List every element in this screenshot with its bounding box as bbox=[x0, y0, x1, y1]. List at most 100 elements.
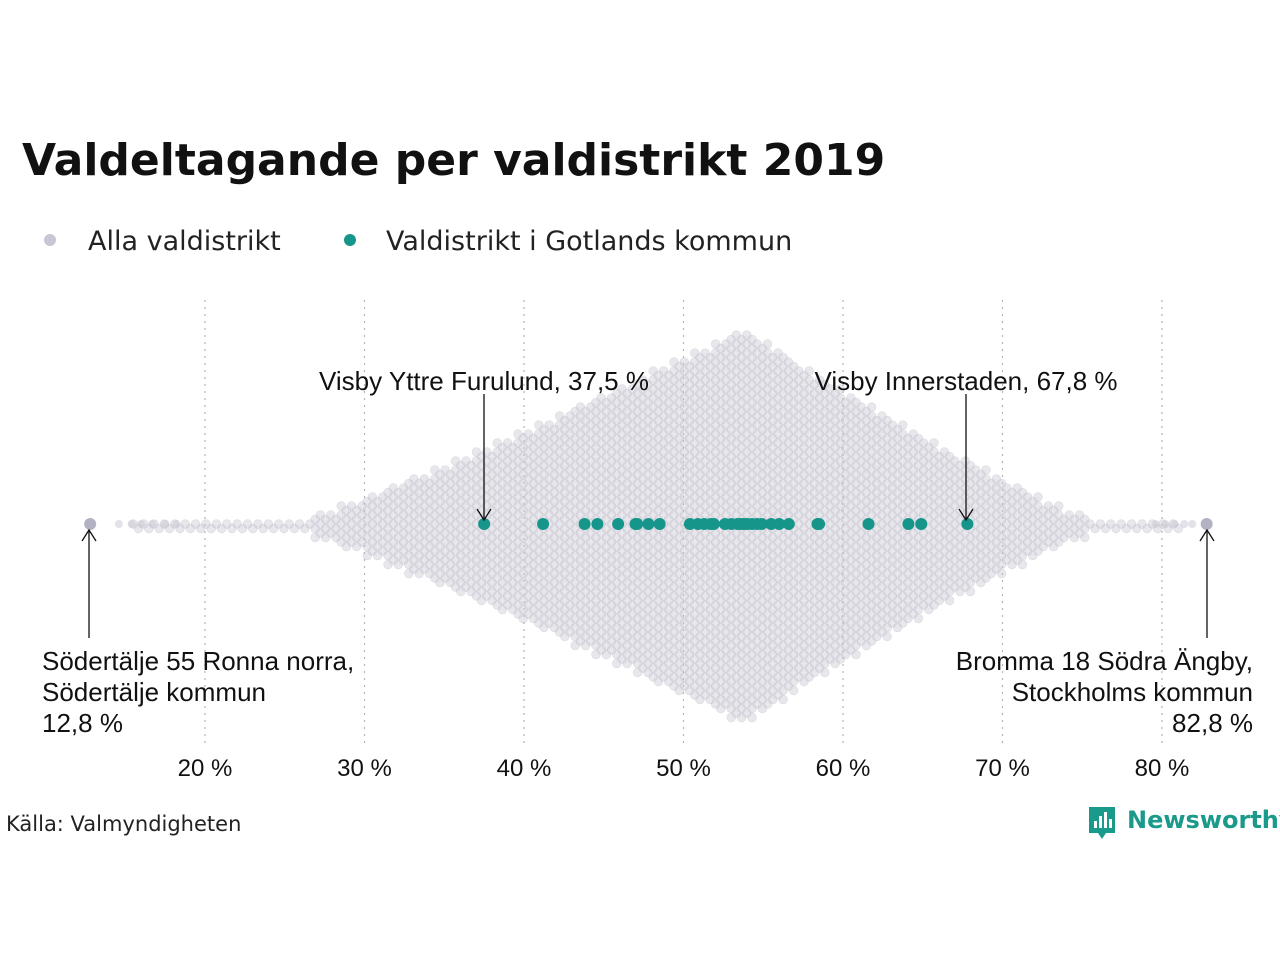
swarm-point bbox=[586, 420, 596, 430]
swarm-point bbox=[705, 550, 716, 561]
swarm-point bbox=[300, 523, 310, 534]
swarm-point bbox=[310, 523, 320, 534]
swarm-point bbox=[653, 370, 664, 381]
swarm-point bbox=[586, 456, 596, 466]
swarm-point bbox=[669, 438, 679, 448]
swarm-point bbox=[404, 568, 414, 579]
swarm-point bbox=[435, 568, 445, 579]
swarm-point bbox=[622, 514, 632, 525]
swarm-point bbox=[430, 501, 440, 511]
swarm-point bbox=[570, 613, 580, 624]
swarm-point bbox=[695, 550, 705, 561]
swarm-point bbox=[669, 546, 679, 556]
swarm-point bbox=[664, 379, 674, 390]
swarm-point bbox=[664, 397, 674, 408]
swarm-point bbox=[508, 505, 518, 516]
swarm-point bbox=[648, 627, 658, 637]
swarm-point bbox=[700, 600, 710, 610]
swarm-point bbox=[627, 384, 638, 394]
swarm-point bbox=[440, 519, 450, 529]
swarm-point bbox=[502, 438, 513, 448]
swarm-point bbox=[513, 600, 523, 610]
swarm-point bbox=[627, 645, 638, 655]
swarm-point bbox=[596, 411, 606, 421]
swarm-point bbox=[679, 618, 690, 628]
swarm-point bbox=[523, 456, 534, 466]
swarm-point bbox=[674, 685, 684, 696]
swarm-point bbox=[539, 496, 549, 507]
swarm-point bbox=[617, 564, 627, 574]
swarm-point bbox=[445, 568, 456, 579]
swarm-point bbox=[430, 510, 440, 520]
swarm-point bbox=[1170, 520, 1179, 528]
swarm-point bbox=[617, 645, 627, 655]
swarm-point bbox=[539, 586, 549, 597]
swarm-point bbox=[695, 568, 705, 579]
swarm-point bbox=[606, 591, 617, 601]
swarm-point bbox=[419, 564, 430, 574]
swarm-point bbox=[383, 550, 393, 561]
swarm-point bbox=[716, 442, 726, 453]
swarm-point bbox=[705, 433, 716, 444]
swarm-point bbox=[653, 460, 664, 471]
swarm-point bbox=[554, 573, 565, 583]
swarm-point bbox=[684, 433, 695, 444]
swarm-point bbox=[508, 541, 518, 552]
swarm-point bbox=[669, 519, 679, 529]
swarm-point bbox=[362, 541, 372, 552]
swarm-point bbox=[653, 667, 664, 678]
swarm-point bbox=[461, 537, 471, 547]
swarm-point bbox=[450, 582, 461, 592]
swarm-point bbox=[419, 519, 430, 529]
swarm-point bbox=[601, 415, 612, 426]
swarm-point bbox=[554, 411, 565, 421]
swarm-point bbox=[544, 546, 554, 556]
swarm-point bbox=[362, 496, 372, 507]
annotation-angby-label-line3: 82,8 % bbox=[1172, 708, 1253, 738]
swarm-point bbox=[591, 478, 601, 489]
swarm-point bbox=[586, 474, 596, 484]
annotation-ronna: Södertälje 55 Ronna norra, Södertälje ko… bbox=[42, 528, 354, 738]
swarm-point bbox=[669, 609, 679, 619]
swarm-point bbox=[528, 442, 539, 453]
swarm-point bbox=[575, 582, 586, 592]
swarm-point bbox=[606, 636, 617, 646]
chart-title: Valdeltagande per valdistrikt 2019 bbox=[22, 135, 885, 186]
swarm-point bbox=[679, 546, 690, 556]
swarm-point bbox=[601, 496, 612, 507]
swarm-point bbox=[534, 420, 544, 430]
swarm-point bbox=[617, 600, 627, 610]
swarm-point bbox=[544, 582, 554, 592]
swarm-point bbox=[596, 546, 606, 556]
swarm-point bbox=[638, 474, 648, 484]
swarm-point bbox=[487, 568, 497, 579]
swarm-point bbox=[471, 492, 482, 502]
swarm-point bbox=[502, 483, 513, 493]
swarm-point bbox=[695, 667, 705, 678]
swarm-point bbox=[658, 420, 669, 430]
swarm-point bbox=[695, 640, 705, 651]
swarm-point bbox=[497, 532, 508, 543]
swarm-point bbox=[658, 573, 669, 583]
swarm-point bbox=[679, 654, 690, 664]
swarm-point bbox=[539, 433, 549, 444]
swarm-point bbox=[638, 456, 648, 466]
swarm-point bbox=[575, 420, 586, 430]
swarm-point bbox=[534, 555, 544, 565]
swarm-point bbox=[580, 460, 591, 471]
swarm-point bbox=[570, 514, 580, 525]
swarm-point bbox=[700, 474, 710, 484]
swarm-point bbox=[653, 640, 664, 651]
x-tick-label-30: 30 % bbox=[337, 755, 392, 782]
swarm-point bbox=[612, 496, 622, 507]
swarm-point bbox=[632, 496, 643, 507]
swarm-point bbox=[580, 469, 591, 480]
swarm-point bbox=[591, 559, 601, 570]
swarm-point bbox=[690, 573, 700, 583]
swarm-point bbox=[513, 510, 523, 520]
swarm-point bbox=[669, 492, 679, 502]
swarm-point bbox=[632, 649, 643, 660]
swarm-point bbox=[627, 429, 638, 439]
swarm-point bbox=[528, 451, 539, 462]
swarm-point bbox=[674, 532, 684, 543]
